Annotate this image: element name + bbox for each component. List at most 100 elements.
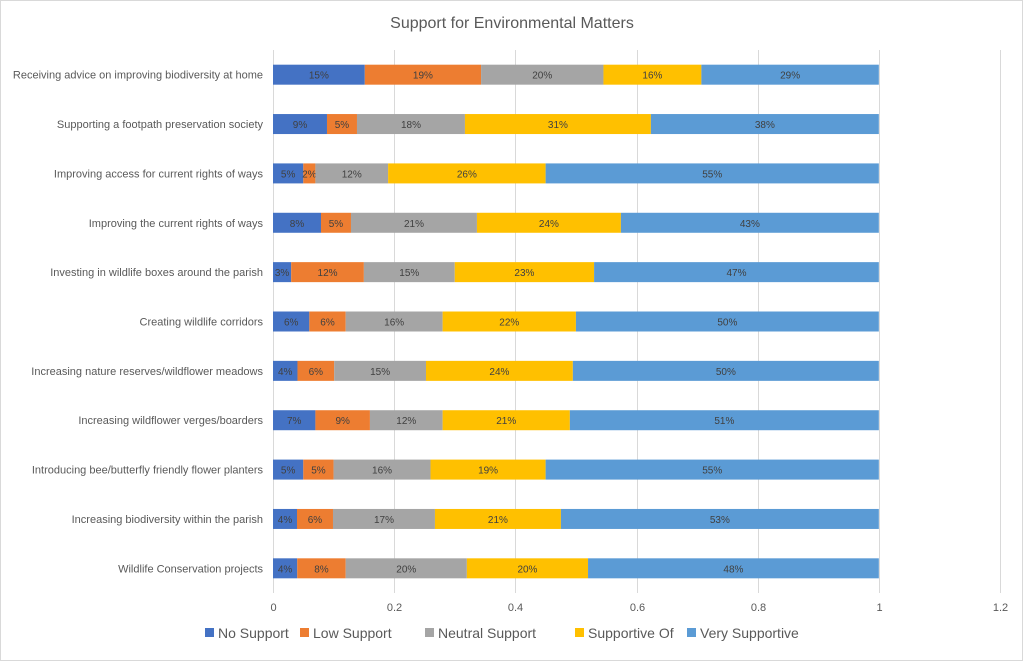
bar-segment-no-support[interactable] <box>273 508 297 529</box>
bar-segment-neutral-support[interactable] <box>356 114 465 135</box>
data-label: 20% <box>396 564 416 575</box>
data-label: 5% <box>329 219 344 230</box>
data-label: 24% <box>489 367 509 378</box>
bar-row: 4% 6% 17% 21% 53% <box>273 508 879 529</box>
bar-segment-low-support[interactable] <box>303 459 334 480</box>
data-label: 20% <box>532 71 552 82</box>
bar-segment-low-support[interactable] <box>364 64 482 85</box>
bar-segment-supportive-of[interactable] <box>442 311 576 332</box>
legend-label: Low Support <box>313 625 392 641</box>
legend[interactable]: No Support Low Support Neutral Support Supp… <box>205 625 799 641</box>
bar-segment-neutral-support[interactable] <box>350 212 477 233</box>
bar-segment-no-support[interactable] <box>273 163 304 184</box>
bar-segment-low-support[interactable] <box>291 262 364 283</box>
data-label: 12% <box>396 416 416 427</box>
x-tick-label: 1 <box>876 602 882 614</box>
data-label: 9% <box>335 416 350 427</box>
data-label: 16% <box>372 466 392 477</box>
category-label: Wildlife Conservation projects <box>118 563 263 575</box>
bar-segment-supportive-of[interactable] <box>603 64 702 85</box>
legend-item-neutral-support[interactable]: Neutral Support <box>425 625 536 641</box>
bar-segment-very-supportive[interactable] <box>594 262 879 283</box>
bars: 15% 19% 20% 16% 29% 9% 5% 18% 31% 38% 5% 2% 12% 26% 55… <box>273 64 879 579</box>
bar-segment-very-supportive[interactable] <box>588 558 879 579</box>
data-label: 2% <box>302 169 317 180</box>
bar-segment-very-supportive[interactable] <box>560 508 879 529</box>
legend-swatch <box>575 628 584 637</box>
bar-segment-no-support[interactable] <box>273 262 292 283</box>
bar-row: 5% 5% 16% 19% 55% <box>273 459 879 480</box>
data-label: 4% <box>278 515 293 526</box>
bar-segment-low-support[interactable] <box>297 558 346 579</box>
bar-segment-very-supportive[interactable] <box>701 64 879 85</box>
bar-segment-neutral-support[interactable] <box>333 459 431 480</box>
data-label: 12% <box>318 268 338 279</box>
data-label: 6% <box>308 515 323 526</box>
bar-segment-supportive-of[interactable] <box>388 163 546 184</box>
legend-item-no-support[interactable]: No Support <box>205 625 289 641</box>
bar-segment-very-supportive[interactable] <box>569 410 879 431</box>
bar-segment-very-supportive[interactable] <box>650 114 879 135</box>
bar-segment-very-supportive[interactable] <box>545 459 879 480</box>
bar-segment-supportive-of[interactable] <box>466 558 589 579</box>
bar-segment-neutral-support[interactable] <box>315 163 389 184</box>
bar-segment-neutral-support[interactable] <box>334 360 426 381</box>
bar-segment-very-supportive[interactable] <box>575 311 879 332</box>
data-label: 47% <box>726 268 746 279</box>
bar-segment-neutral-support[interactable] <box>481 64 604 85</box>
bar-segment-no-support[interactable] <box>273 459 304 480</box>
bar-segment-low-support[interactable] <box>303 163 316 184</box>
bar-segment-supportive-of[interactable] <box>454 262 595 283</box>
data-label: 15% <box>399 268 419 279</box>
data-label: 8% <box>314 564 329 575</box>
data-label: 55% <box>702 169 722 180</box>
chart-title: Support for Environmental Matters <box>390 15 634 32</box>
legend-item-supportive-of[interactable]: Supportive Of <box>575 625 674 641</box>
bar-segment-supportive-of[interactable] <box>425 360 573 381</box>
bar-segment-neutral-support[interactable] <box>363 262 455 283</box>
bar-segment-neutral-support[interactable] <box>332 508 435 529</box>
bar-segment-low-support[interactable] <box>326 114 357 135</box>
bar-segment-low-support[interactable] <box>309 311 346 332</box>
bar-segment-very-supportive[interactable] <box>620 212 879 233</box>
data-label: 3% <box>275 268 290 279</box>
bar-segment-no-support[interactable] <box>273 311 310 332</box>
bar-segment-neutral-support[interactable] <box>369 410 443 431</box>
data-label: 55% <box>702 466 722 477</box>
bar-segment-supportive-of[interactable] <box>464 114 651 135</box>
bar-segment-neutral-support[interactable] <box>345 558 467 579</box>
bar-segment-low-support[interactable] <box>315 410 370 431</box>
bar-segment-very-supportive[interactable] <box>572 360 879 381</box>
bar-segment-no-support[interactable] <box>273 64 365 85</box>
legend-label: No Support <box>218 625 289 641</box>
bar-segment-no-support[interactable] <box>273 360 298 381</box>
x-tick-label: 0.8 <box>751 602 766 614</box>
category-label: Receiving advice on improving biodiversi… <box>13 70 263 82</box>
bar-segment-no-support[interactable] <box>273 558 298 579</box>
bar-segment-neutral-support[interactable] <box>345 311 443 332</box>
legend-item-very-supportive[interactable]: Very Supportive <box>687 625 799 641</box>
bar-segment-low-support[interactable] <box>297 360 335 381</box>
bar-segment-very-supportive[interactable] <box>545 163 879 184</box>
bar-segment-low-support[interactable] <box>296 508 333 529</box>
bar-row: 4% 6% 15% 24% 50% <box>273 360 879 381</box>
category-label: Increasing biodiversity within the paris… <box>72 514 263 526</box>
data-label: 12% <box>342 169 362 180</box>
bar-segment-low-support[interactable] <box>320 212 351 233</box>
x-tick-label: 1.2 <box>993 602 1008 614</box>
data-label: 50% <box>716 367 736 378</box>
bar-segment-supportive-of[interactable] <box>434 508 561 529</box>
legend-swatch <box>205 628 214 637</box>
bar-segment-no-support[interactable] <box>273 212 321 233</box>
bar-segment-supportive-of[interactable] <box>442 410 570 431</box>
data-label: 51% <box>714 416 734 427</box>
bar-segment-supportive-of[interactable] <box>430 459 546 480</box>
legend-item-low-support[interactable]: Low Support <box>300 625 392 641</box>
data-label: 18% <box>401 120 421 131</box>
bar-segment-no-support[interactable] <box>273 410 316 431</box>
bar-row: 4% 8% 20% 20% 48% <box>273 558 879 579</box>
category-label: Investing in wildlife boxes around the p… <box>50 267 263 279</box>
bar-row: 8% 5% 21% 24% 43% <box>273 212 879 233</box>
bar-segment-no-support[interactable] <box>273 114 327 135</box>
bar-segment-supportive-of[interactable] <box>476 212 621 233</box>
